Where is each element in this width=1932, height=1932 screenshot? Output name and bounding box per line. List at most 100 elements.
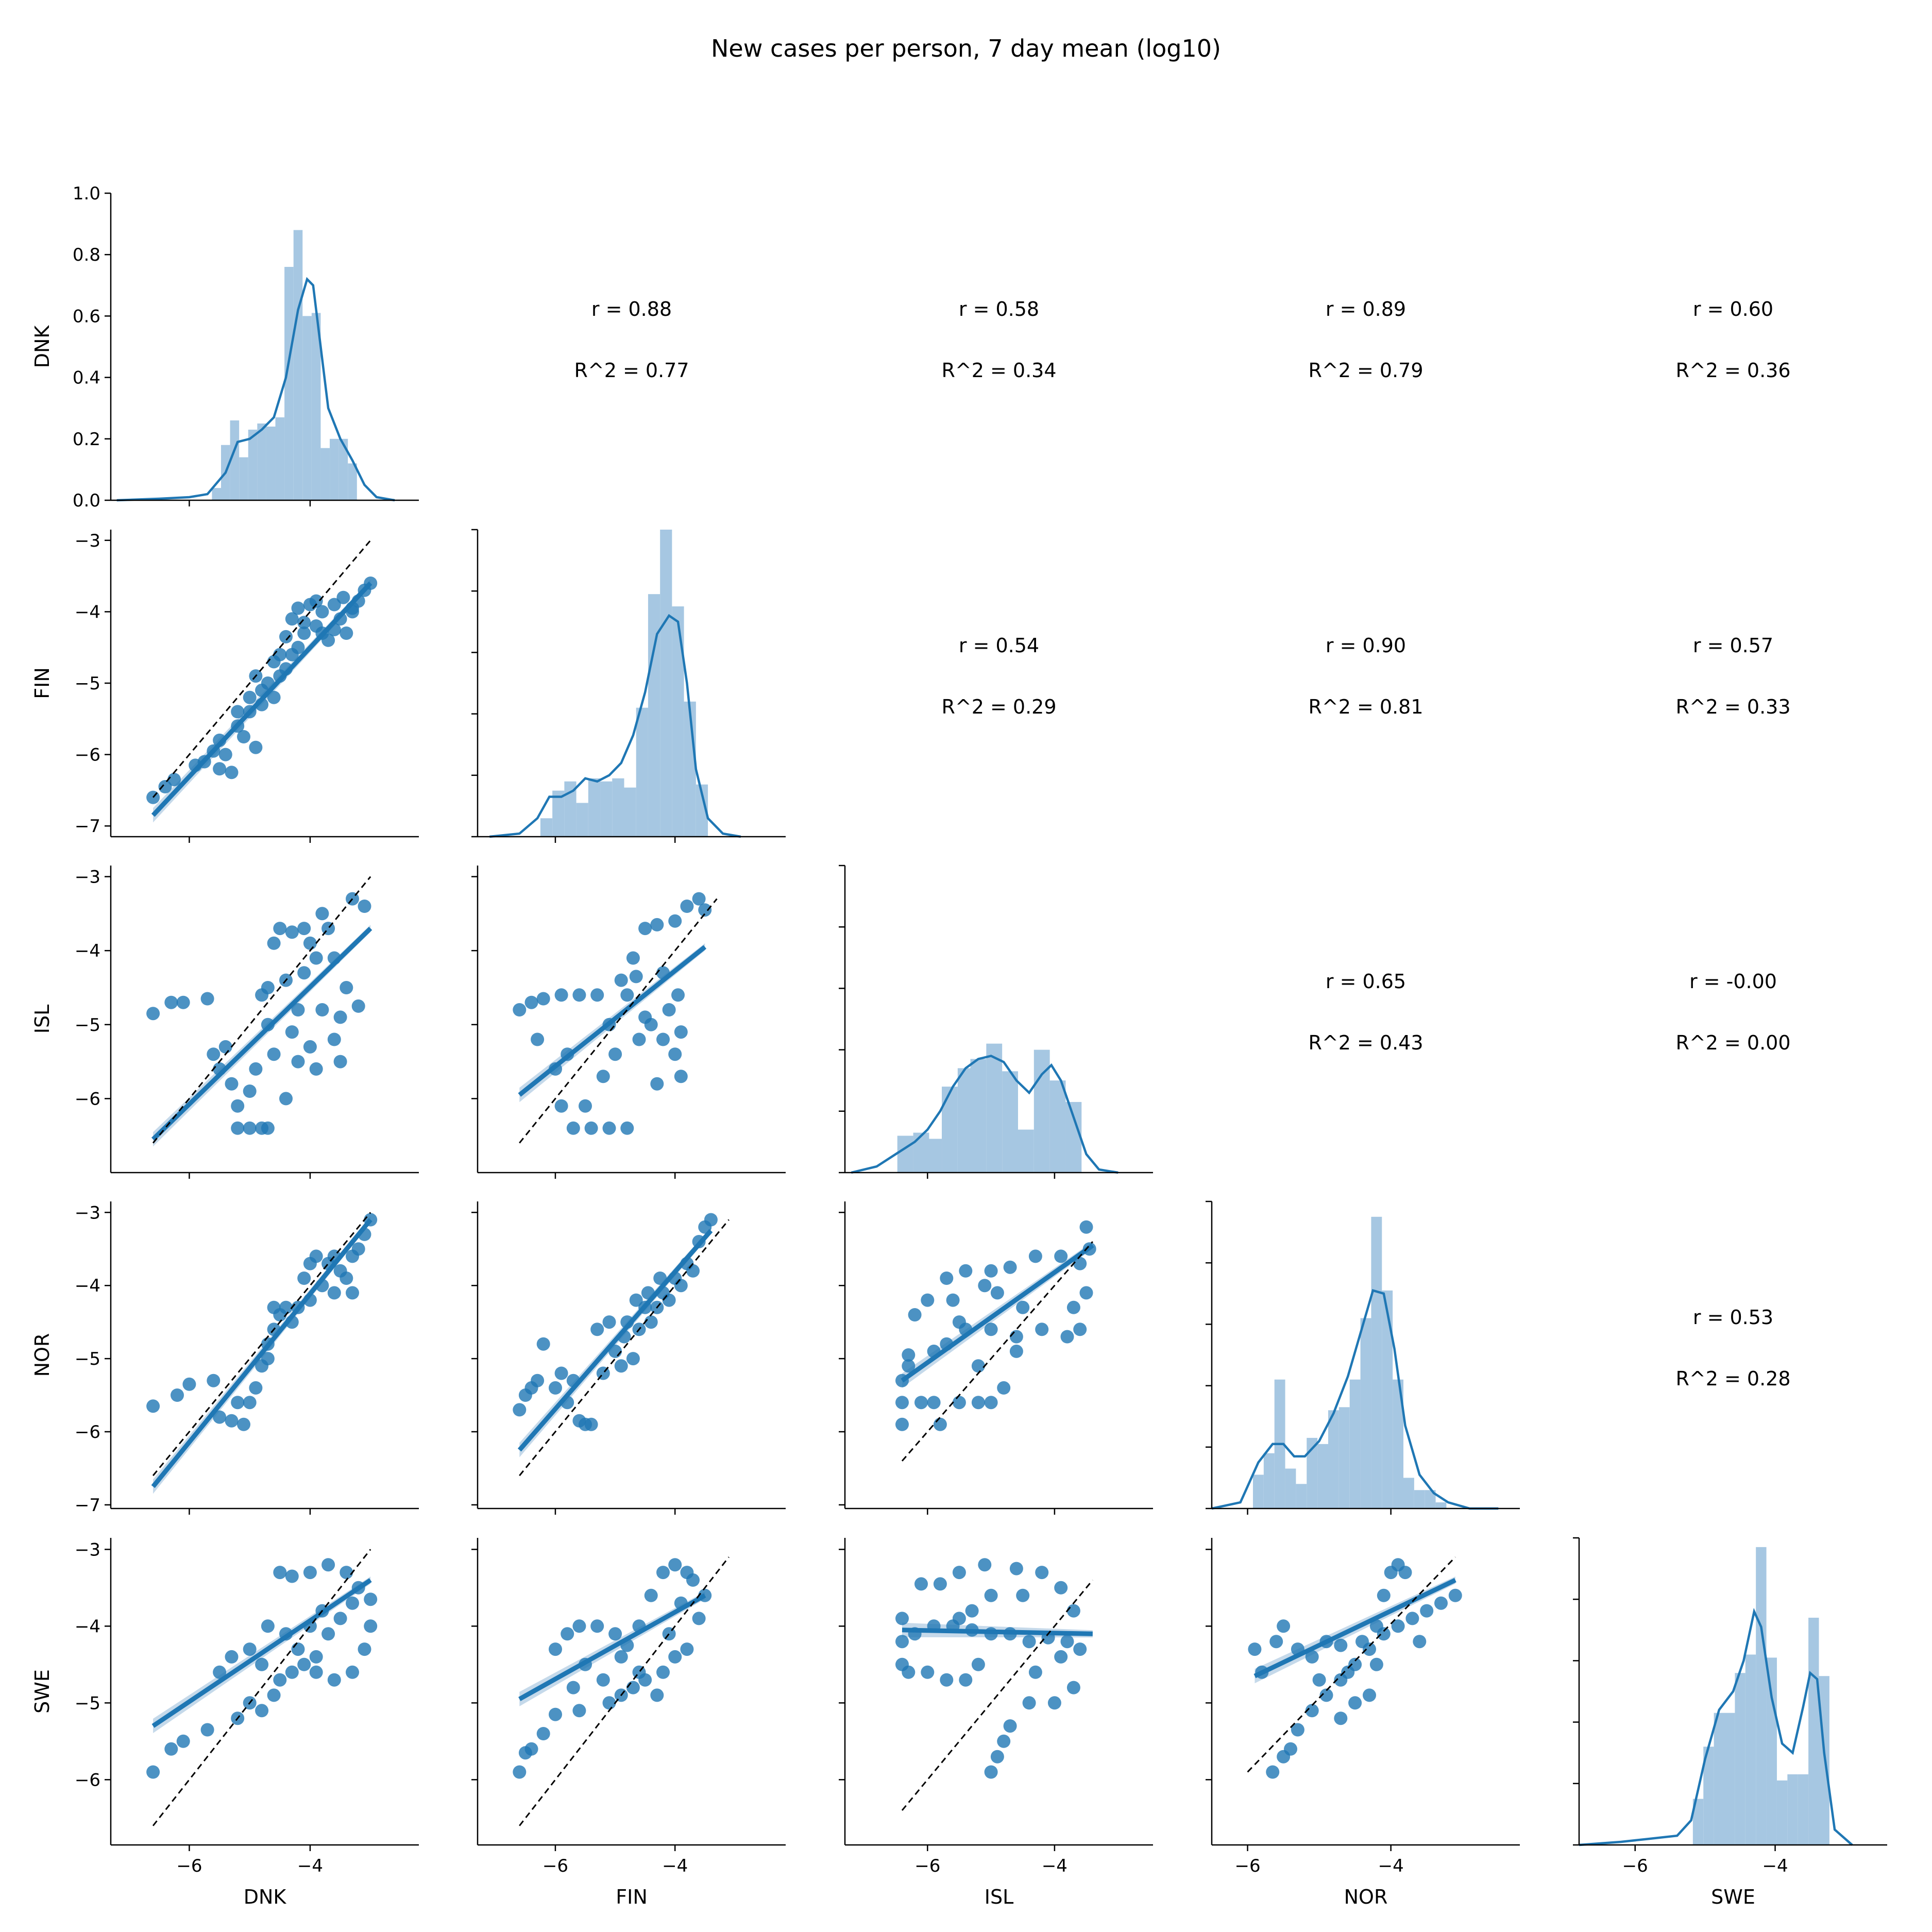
scatter-point: [146, 1007, 160, 1021]
scatter-point: [346, 1286, 359, 1300]
scatter-point: [644, 1588, 658, 1602]
y-axis-label-dnk: DNK: [31, 325, 54, 368]
scatter-point: [267, 1688, 281, 1702]
y-axis-label-fin: FIN: [31, 667, 54, 699]
scatter-point: [554, 1099, 568, 1113]
scatter-point: [632, 1665, 646, 1679]
scatter-point: [984, 1588, 998, 1602]
correlation-r-label: r = 0.54: [959, 634, 1039, 657]
hist-bar: [302, 316, 312, 500]
scatter-point: [590, 1323, 604, 1336]
scatter-point: [952, 1566, 966, 1580]
scatter-point: [297, 922, 311, 936]
scatter-panel-dnk-fin: −7 −6 −5 −4 −3: [75, 530, 419, 843]
scatter-point: [656, 1665, 670, 1679]
r-squared-label: R^2 = 0.81: [1308, 696, 1423, 718]
scatter-point: [662, 1293, 676, 1307]
scatter-point: [1066, 1604, 1080, 1618]
figure-title: New cases per person, 7 day mean (log10): [711, 35, 1221, 62]
scatter-point: [1369, 1657, 1383, 1671]
scatter-point: [1420, 1604, 1434, 1618]
y-tick-label: −3: [75, 1539, 100, 1560]
hist-bar: [1338, 1407, 1350, 1509]
hist-bar: [1776, 1780, 1788, 1845]
scatter-panel-dnk-nor: −7 −6 −5 −4 −3: [75, 1201, 419, 1516]
stats-panel-fin-isl: r = 0.54 R^2 = 0.29: [941, 634, 1056, 718]
y-tick-label: −7: [75, 816, 100, 837]
hist-bar: [1766, 1657, 1777, 1845]
scatter-point: [1391, 1619, 1405, 1633]
scatter-point: [626, 1352, 640, 1366]
scatter-point: [1348, 1696, 1362, 1710]
scatter-point: [1060, 1330, 1074, 1344]
hist-bar: [1808, 1617, 1819, 1845]
scatter-point: [914, 1396, 928, 1410]
scatter-point: [243, 1396, 257, 1410]
scatter-point: [908, 1308, 922, 1321]
scatter-point: [243, 1642, 257, 1656]
scatter-point: [584, 1121, 598, 1135]
scatter-point: [602, 1315, 616, 1329]
hist-bar: [564, 781, 577, 837]
hist-bar: [1296, 1484, 1307, 1509]
scatter-point: [327, 1286, 341, 1300]
scatter-point: [940, 1673, 954, 1687]
scatter-point: [315, 605, 329, 619]
scatter-point: [1355, 1635, 1369, 1649]
scatter-point: [1073, 1257, 1087, 1270]
scatter-point: [933, 1577, 947, 1591]
regression-line: [901, 1243, 1094, 1383]
scatter-point: [524, 995, 538, 1009]
hist-bar: [1735, 1673, 1745, 1845]
scatter-point: [668, 914, 682, 928]
r-squared-label: R^2 = 0.34: [941, 359, 1056, 382]
identity-reference-line: [519, 1219, 730, 1477]
scatter-point: [231, 1099, 245, 1113]
y-tick-label: −4: [75, 941, 100, 961]
scatter-point: [674, 1070, 688, 1083]
regression-line: [151, 926, 372, 1141]
scatter-point: [176, 1734, 190, 1748]
scatter-panel-fin-swe: −6 −4: [471, 1538, 786, 1876]
scatter-point: [629, 1293, 643, 1307]
scatter-point: [524, 1742, 538, 1756]
scatter-point: [978, 1558, 992, 1572]
scatter-point: [249, 1062, 263, 1076]
regression-line: [151, 1218, 372, 1488]
scatter-point: [629, 970, 643, 984]
scatter-point: [959, 1264, 973, 1278]
diag-panel-fin: [471, 529, 786, 843]
scatter-point: [321, 1558, 335, 1572]
scatter-point: [1028, 1665, 1042, 1679]
hist-bar: [1049, 1080, 1066, 1173]
scatter-point: [303, 936, 317, 950]
scatter-point: [1009, 1330, 1023, 1344]
regression-line: [1253, 1578, 1456, 1679]
hist-bar: [1724, 1713, 1735, 1845]
hist-bar: [212, 488, 221, 500]
scatter-point: [1269, 1635, 1283, 1649]
regression-line: [902, 1628, 1093, 1636]
scatter-point: [902, 1665, 916, 1679]
scatter-point: [303, 1566, 317, 1580]
kde-curve: [851, 1055, 1118, 1174]
hist-bar: [1798, 1774, 1809, 1845]
scatter-point: [267, 655, 281, 669]
hist-bar: [1692, 1799, 1704, 1845]
scatter-point: [978, 1279, 992, 1293]
scatter-point: [1022, 1635, 1036, 1649]
y-tick-label: −4: [75, 1616, 100, 1637]
hist-bar: [1317, 1444, 1328, 1509]
correlation-r-label: r = 0.60: [1693, 298, 1773, 320]
scatter-point: [340, 1566, 353, 1580]
scatter-point: [1035, 1566, 1049, 1580]
hist-bar: [1435, 1502, 1447, 1509]
scatter-point: [333, 1010, 347, 1024]
x-tick-label: −4: [1762, 1856, 1788, 1876]
stats-panel-dnk-nor: r = 0.89 R^2 = 0.79: [1308, 298, 1423, 382]
scatter-point: [561, 1627, 574, 1641]
scatter-point: [1009, 1344, 1023, 1358]
scatter-point: [200, 1723, 214, 1737]
diag-panel-nor: [1206, 1200, 1520, 1515]
scatter-point: [279, 1092, 293, 1106]
